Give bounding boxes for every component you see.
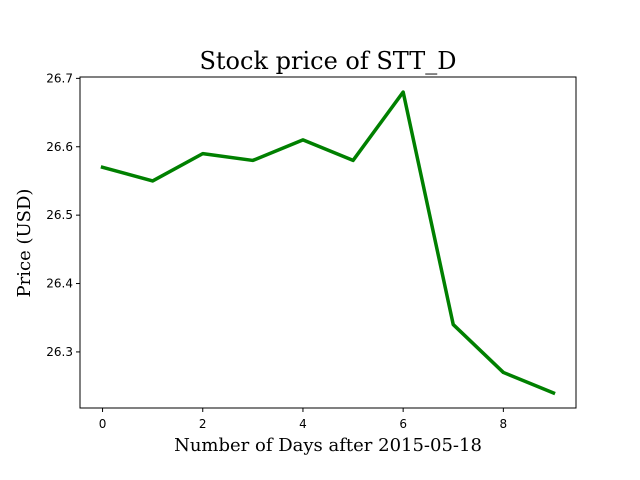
y-tick-label: 26.7	[46, 71, 73, 85]
y-tick-label: 26.6	[46, 140, 73, 154]
x-axis-label: Number of Days after 2015-05-18	[174, 435, 482, 456]
x-tick-label: 4	[299, 417, 307, 431]
x-axis-ticks: 0 2 4 6 8	[99, 408, 507, 431]
chart-title: Stock price of STT_D	[199, 47, 456, 75]
plot-frame	[79, 76, 577, 409]
y-tick-label: 26.4	[46, 277, 73, 291]
x-tick-label: 2	[199, 417, 207, 431]
y-tick-label: 26.5	[46, 208, 73, 222]
y-axis-ticks: 26.3 26.4 26.5 26.6 26.7	[46, 71, 80, 359]
x-tick-label: 8	[500, 417, 508, 431]
x-tick-label: 0	[99, 417, 107, 431]
x-tick-label: 6	[399, 417, 407, 431]
series-layer	[100, 90, 556, 396]
series-line-0	[100, 90, 556, 396]
y-axis-label: Price (USD)	[14, 189, 35, 298]
y-tick-label: 26.3	[46, 345, 73, 359]
